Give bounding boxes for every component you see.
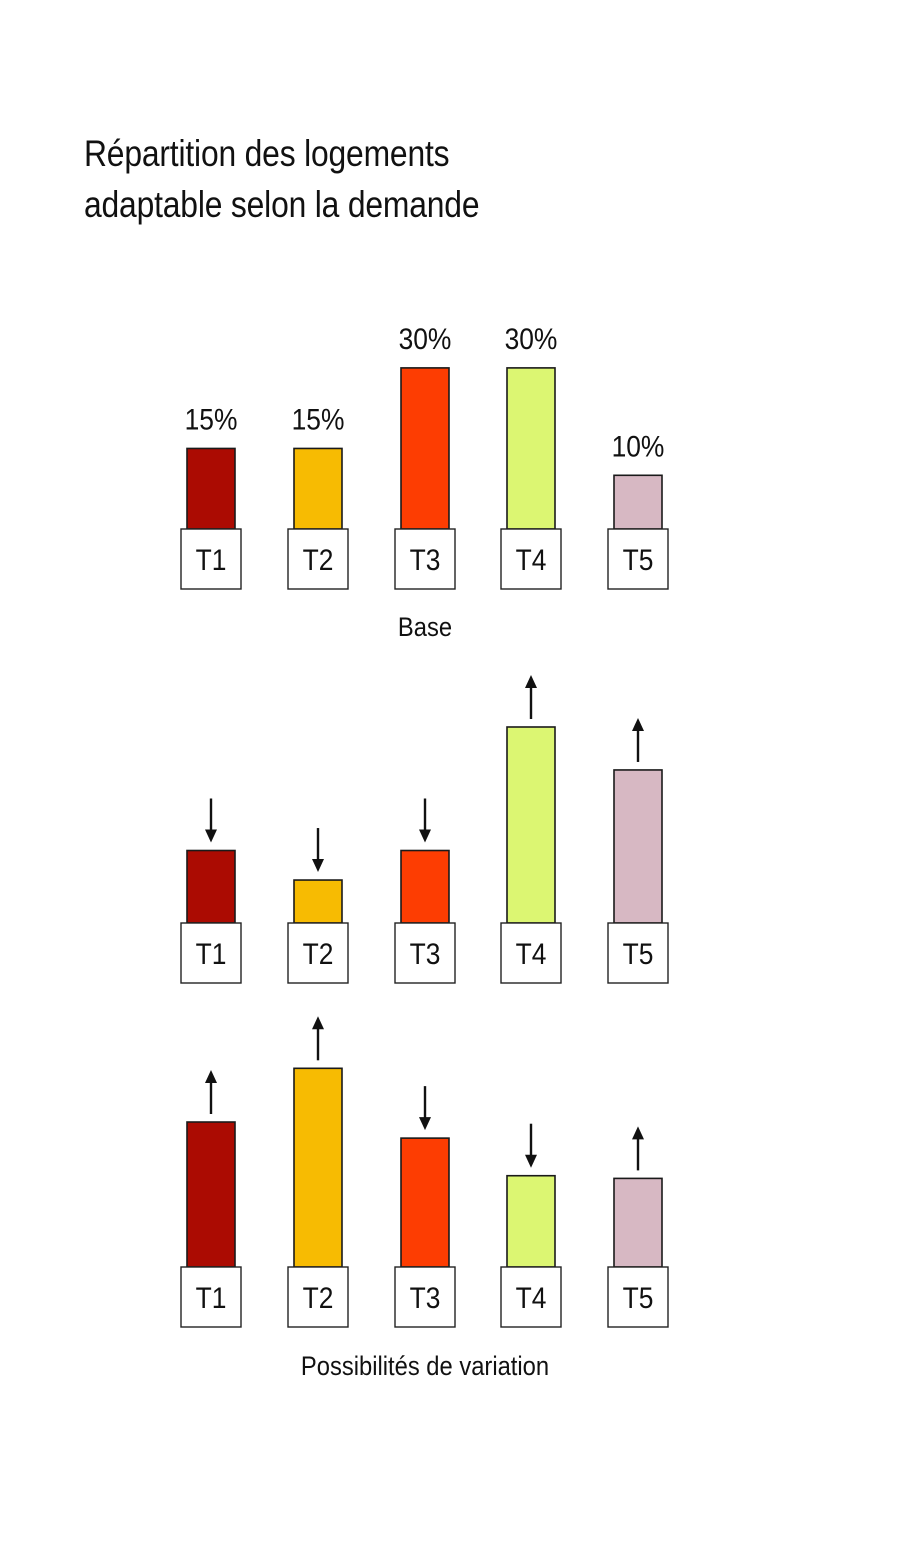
- arrow-down-icon-t4: [525, 1123, 537, 1168]
- category-label-t1: T1: [196, 1280, 227, 1314]
- category-box-t3: [394, 1266, 456, 1328]
- bar-t5: [613, 1177, 663, 1268]
- arrow-up-icon-t5: [632, 717, 644, 762]
- panel-caption-1: Base: [398, 613, 452, 643]
- arrow-up-icon-t5: [632, 1126, 644, 1171]
- category-label-t3: T3: [410, 542, 441, 576]
- category-box-t4: [500, 922, 562, 984]
- bar-t2: [293, 447, 343, 530]
- bar-t3: [400, 849, 450, 924]
- arrow-head: [205, 1070, 217, 1084]
- value-label-t3: 30%: [399, 321, 452, 355]
- value-label-t2: 15%: [292, 402, 345, 436]
- category-box-t3: [394, 528, 456, 590]
- category-box-t4: [500, 528, 562, 590]
- category-box-t2: [287, 1266, 349, 1328]
- bar-t1: [186, 447, 236, 530]
- arrow-down-icon-t3: [419, 798, 431, 843]
- arrow-down-icon-t1: [205, 798, 217, 843]
- category-label-t2: T2: [303, 542, 334, 576]
- bar-t3: [400, 1137, 450, 1268]
- category-label-t4: T4: [516, 542, 547, 576]
- panel-caption-3: Possibilités de variation: [301, 1352, 549, 1382]
- category-box-t2: [287, 922, 349, 984]
- category-box-t5: [607, 528, 669, 590]
- category-box-t1: [180, 1266, 242, 1328]
- arrow-head: [632, 1126, 644, 1140]
- category-box-t3: [394, 922, 456, 984]
- arrow-head: [419, 829, 431, 843]
- arrow-up-icon-t4: [525, 674, 537, 719]
- bar-t3: [400, 367, 450, 530]
- bar-t1: [186, 1121, 236, 1268]
- category-label-t3: T3: [410, 936, 441, 970]
- category-label-t5: T5: [623, 542, 654, 576]
- arrow-head: [525, 674, 537, 688]
- arrow-head: [419, 1117, 431, 1131]
- category-label-t1: T1: [196, 936, 227, 970]
- category-label-t2: T2: [303, 1280, 334, 1314]
- value-label-t1: 15%: [185, 402, 238, 436]
- arrow-head: [312, 1016, 324, 1030]
- bar-t1: [186, 849, 236, 924]
- arrow-head: [525, 1154, 537, 1168]
- arrow-head: [632, 717, 644, 731]
- chart-panel-1: T1 15% T2 15% T3 30% T4 30% T5 10% Base: [180, 321, 669, 643]
- category-label-t1: T1: [196, 542, 227, 576]
- category-label-t3: T3: [410, 1280, 441, 1314]
- arrow-head: [312, 859, 324, 873]
- category-label-t4: T4: [516, 1280, 547, 1314]
- chart-title-line-2: adaptable selon la demande: [84, 184, 480, 225]
- category-label-t5: T5: [623, 936, 654, 970]
- category-box-t2: [287, 528, 349, 590]
- chart-title-line-1: Répartition des logements: [84, 133, 450, 174]
- bar-t4: [506, 367, 556, 530]
- category-box-t5: [607, 922, 669, 984]
- arrow-down-icon-t2: [312, 828, 324, 873]
- category-box-t4: [500, 1266, 562, 1328]
- bar-t2: [293, 1067, 343, 1268]
- arrow-up-icon-t2: [312, 1016, 324, 1061]
- bar-t5: [613, 769, 663, 924]
- arrow-down-icon-t3: [419, 1086, 431, 1131]
- category-label-t5: T5: [623, 1280, 654, 1314]
- category-label-t2: T2: [303, 936, 334, 970]
- bar-t4: [506, 726, 556, 924]
- category-box-t5: [607, 1266, 669, 1328]
- value-label-t4: 30%: [505, 321, 558, 355]
- category-box-t1: [180, 528, 242, 590]
- category-label-t4: T4: [516, 936, 547, 970]
- chart-title: Répartition des logements adaptable selo…: [84, 128, 617, 230]
- value-label-t5: 10%: [612, 429, 665, 463]
- chart-panel-2: T1 T2 T3 T4 T5: [180, 674, 669, 984]
- chart-panel-3: T1 T2 T3 T4 T5 Possibilités de variation: [180, 1016, 669, 1382]
- category-box-t1: [180, 922, 242, 984]
- arrow-head: [205, 829, 217, 843]
- arrow-up-icon-t1: [205, 1070, 217, 1115]
- bar-t4: [506, 1174, 556, 1268]
- bar-t5: [613, 474, 663, 530]
- bar-t2: [293, 879, 343, 924]
